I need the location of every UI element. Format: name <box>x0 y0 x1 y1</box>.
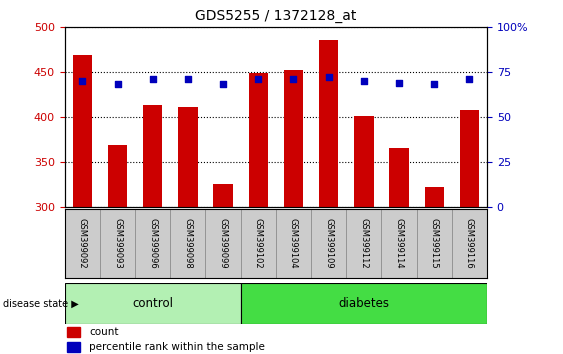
Text: GSM399092: GSM399092 <box>78 218 87 269</box>
Bar <box>108 145 127 207</box>
Bar <box>178 107 198 207</box>
Point <box>78 78 87 84</box>
Point <box>289 76 298 82</box>
Bar <box>213 184 233 207</box>
Text: count: count <box>89 327 119 337</box>
Bar <box>346 209 382 278</box>
Point <box>218 81 227 87</box>
Bar <box>319 40 338 207</box>
Bar <box>67 342 80 352</box>
Text: GSM399109: GSM399109 <box>324 218 333 269</box>
Point <box>148 76 157 82</box>
Bar <box>390 148 409 207</box>
Bar <box>67 327 80 337</box>
Point <box>254 76 263 82</box>
Bar <box>276 209 311 278</box>
Bar <box>241 209 276 278</box>
Text: GSM399116: GSM399116 <box>465 218 474 269</box>
Bar <box>100 209 135 278</box>
Bar <box>171 209 205 278</box>
Text: GSM399114: GSM399114 <box>395 218 404 269</box>
Bar <box>135 209 171 278</box>
Bar <box>249 73 268 207</box>
Bar <box>284 70 303 207</box>
Point <box>184 76 193 82</box>
Point <box>465 76 474 82</box>
Point <box>430 81 439 87</box>
Point <box>359 78 368 84</box>
Bar <box>311 209 346 278</box>
Point <box>113 81 122 87</box>
Text: percentile rank within the sample: percentile rank within the sample <box>89 342 265 352</box>
Bar <box>452 209 487 278</box>
Point <box>395 80 404 85</box>
Text: disease state ▶: disease state ▶ <box>3 298 79 309</box>
Bar <box>205 209 241 278</box>
Bar <box>241 283 487 324</box>
Title: GDS5255 / 1372128_at: GDS5255 / 1372128_at <box>195 9 356 23</box>
Text: GSM399104: GSM399104 <box>289 218 298 269</box>
Text: GSM399115: GSM399115 <box>430 218 439 269</box>
Point <box>324 74 333 80</box>
Bar <box>143 105 162 207</box>
Text: diabetes: diabetes <box>338 297 390 310</box>
Text: GSM399098: GSM399098 <box>184 218 193 269</box>
Bar <box>73 55 92 207</box>
Text: GSM399093: GSM399093 <box>113 218 122 269</box>
Text: control: control <box>132 297 173 310</box>
Bar <box>417 209 452 278</box>
Bar <box>460 110 479 207</box>
Text: GSM399099: GSM399099 <box>218 218 227 269</box>
Bar <box>65 209 100 278</box>
Bar <box>354 116 373 207</box>
Text: GSM399112: GSM399112 <box>359 218 368 269</box>
Bar <box>425 187 444 207</box>
Text: GSM399096: GSM399096 <box>148 218 157 269</box>
Bar <box>65 283 241 324</box>
Bar <box>382 209 417 278</box>
Text: GSM399102: GSM399102 <box>254 218 263 269</box>
